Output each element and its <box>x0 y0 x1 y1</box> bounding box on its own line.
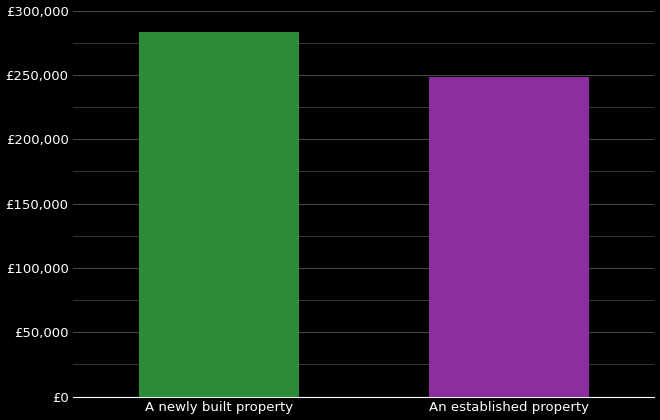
Bar <box>429 77 589 396</box>
Bar <box>139 32 298 396</box>
